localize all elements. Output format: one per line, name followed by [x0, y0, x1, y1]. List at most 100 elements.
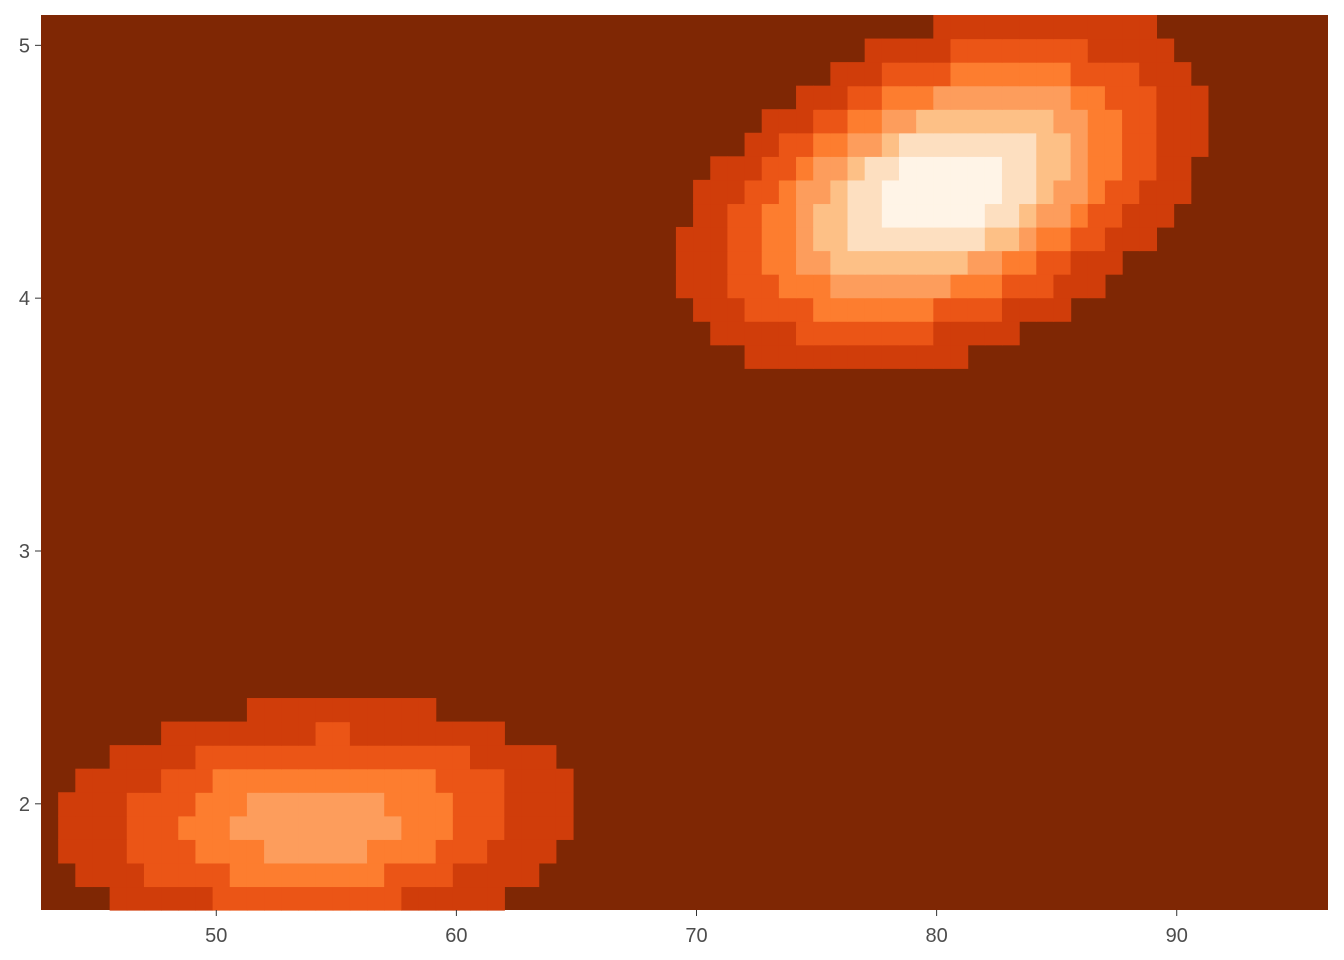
heatmap-tile	[933, 226, 952, 252]
heatmap-tile	[1156, 132, 1175, 157]
heatmap-tile	[1087, 38, 1106, 63]
heatmap-tile	[1139, 156, 1157, 181]
heatmap-tile	[950, 226, 969, 252]
heatmap-tile	[1104, 203, 1123, 228]
heatmap-tile	[538, 768, 557, 793]
heatmap-tile	[864, 274, 883, 299]
heatmap-tile	[864, 85, 883, 110]
heatmap-tile	[212, 862, 231, 888]
heatmap-tile	[727, 156, 746, 181]
heatmap-tile	[246, 721, 265, 746]
heatmap-tile	[1122, 203, 1140, 228]
heatmap-tile	[281, 698, 299, 723]
heatmap-tile	[1036, 179, 1055, 205]
heatmap-tile	[916, 203, 934, 228]
heatmap-tile	[384, 862, 402, 888]
heatmap-tile	[109, 815, 128, 840]
heatmap-tile	[899, 85, 917, 110]
heatmap-tile	[332, 815, 351, 840]
heatmap-tile	[452, 839, 471, 864]
heatmap-tile	[332, 886, 351, 911]
heatmap-tile	[315, 862, 334, 888]
heatmap-tile	[349, 839, 368, 864]
heatmap-tile	[864, 62, 883, 87]
heatmap-tile	[778, 203, 797, 228]
heatmap-tile	[761, 156, 780, 181]
heatmap-tile	[881, 132, 900, 157]
heatmap-tile	[384, 839, 402, 864]
heatmap-tile	[367, 721, 385, 746]
heatmap-tile	[487, 792, 505, 817]
heatmap-tile	[229, 721, 248, 746]
heatmap-tile	[195, 839, 214, 864]
heatmap-tile	[967, 85, 986, 110]
heatmap-tile	[967, 250, 986, 275]
heatmap-tile	[143, 815, 162, 840]
heatmap-tile	[212, 886, 231, 911]
heatmap-tile	[916, 250, 934, 275]
heatmap-tile	[1156, 38, 1175, 63]
heatmap-tile	[984, 179, 1003, 205]
heatmap-tile	[521, 745, 540, 770]
heatmap-tile	[899, 109, 917, 134]
heatmap-tile	[1087, 85, 1106, 110]
heatmap-tile	[1070, 132, 1089, 157]
heatmap-tile	[761, 321, 780, 346]
heatmap-tile	[899, 250, 917, 275]
heatmap-tile	[229, 815, 248, 840]
heatmap-tile	[1139, 132, 1157, 157]
heatmap-tile	[899, 226, 917, 252]
heatmap-tile	[830, 321, 849, 346]
heatmap-tile	[367, 862, 385, 888]
heatmap-tile	[830, 344, 849, 369]
heatmap-tile	[452, 886, 471, 911]
heatmap-tile	[984, 15, 1003, 40]
heatmap-tile	[916, 226, 934, 252]
heatmap-tile	[744, 321, 763, 346]
x-tick-label: 80	[925, 925, 947, 947]
heatmap-tile	[1173, 132, 1192, 157]
heatmap-tile	[367, 792, 385, 817]
heatmap-tile	[161, 839, 179, 864]
heatmap-tile	[555, 815, 574, 840]
heatmap-tile	[1087, 203, 1106, 228]
heatmap-tile	[246, 815, 265, 840]
heatmap-tile	[881, 274, 900, 299]
heatmap-tile	[487, 886, 505, 911]
heatmap-tile	[950, 344, 969, 369]
heatmap-tile	[161, 768, 179, 793]
heatmap-tile	[315, 886, 334, 911]
heatmap-tile	[281, 886, 299, 911]
heatmap-tile	[1036, 156, 1055, 181]
heatmap-tile	[470, 745, 488, 770]
heatmap-tile	[1019, 250, 1037, 275]
heatmap-tile	[109, 745, 128, 770]
heatmap-tile	[143, 839, 162, 864]
heatmap-tile	[75, 768, 94, 793]
heatmap-tile	[847, 274, 866, 299]
heatmap-tile	[727, 297, 746, 322]
heatmap-tile	[1122, 156, 1140, 181]
heatmap-tile	[864, 109, 883, 134]
heatmap-tile	[315, 768, 334, 793]
heatmap-tile	[1036, 226, 1055, 252]
heatmap-tile	[1070, 203, 1089, 228]
heatmap-tile	[710, 226, 728, 252]
heatmap-tile	[933, 321, 952, 346]
heatmap-tile	[899, 132, 917, 157]
heatmap-tile	[487, 862, 505, 888]
heatmap-tile	[847, 344, 866, 369]
heatmap-tile	[384, 815, 402, 840]
heatmap-tile	[264, 792, 282, 817]
heatmap-tile	[229, 768, 248, 793]
heatmap-tile	[881, 179, 900, 205]
heatmap-tile	[881, 85, 900, 110]
heatmap-tile	[1019, 15, 1037, 40]
heatmap-tile	[710, 250, 728, 275]
heatmap-tile	[58, 839, 76, 864]
heatmap-tile	[933, 109, 952, 134]
heatmap-tile	[1070, 156, 1089, 181]
heatmap-tile	[1001, 203, 1020, 228]
heatmap-tile	[384, 768, 402, 793]
x-axis: 50 60 70 80 90	[205, 910, 1188, 947]
